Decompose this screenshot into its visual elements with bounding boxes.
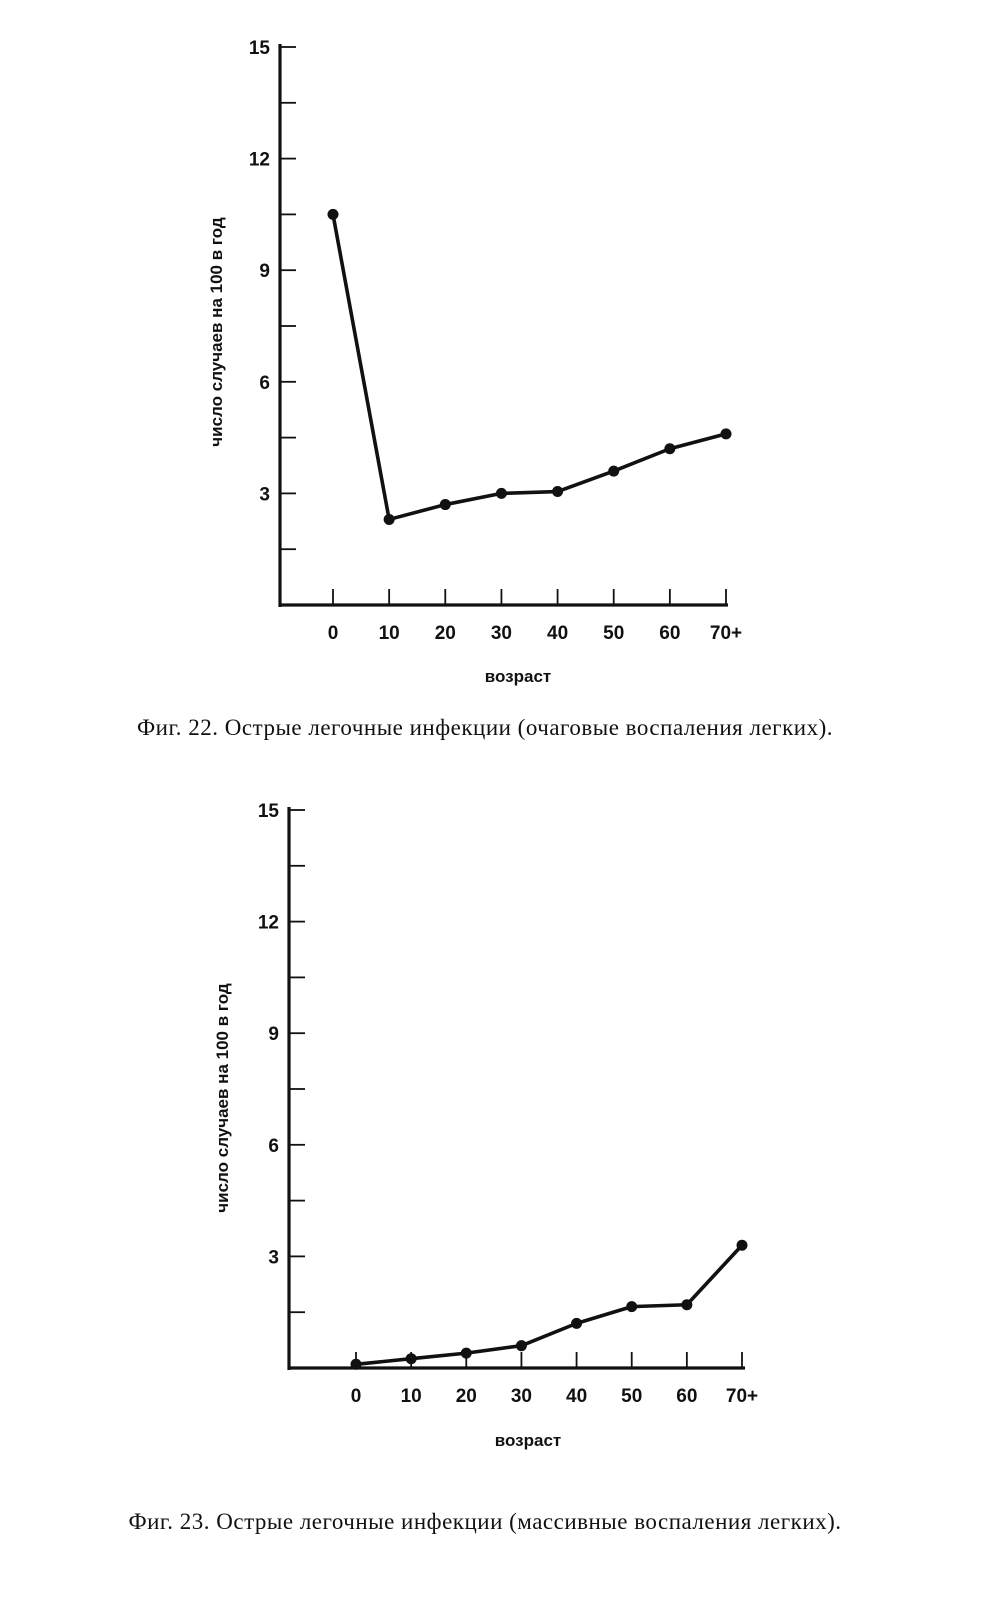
y-tick-label: 15	[249, 38, 271, 59]
y-axis-title: число случаев на 100 в год	[207, 217, 226, 447]
x-tick-label: 40	[547, 623, 568, 644]
data-point	[720, 428, 732, 440]
y-tick-label: 6	[259, 373, 270, 394]
y-tick-label: 3	[259, 484, 270, 505]
data-point	[495, 487, 507, 499]
x-tick-label: 0	[351, 1386, 362, 1407]
x-tick-label: 20	[435, 623, 456, 644]
figure-caption-22: Фиг. 22. Острые легочные инфекции (очаго…	[136, 715, 834, 740]
x-tick-label: 60	[676, 1386, 697, 1407]
x-tick-label: 10	[401, 1386, 422, 1407]
y-tick-label: 12	[249, 150, 270, 171]
x-tick-label: 40	[566, 1386, 587, 1407]
data-point	[608, 465, 620, 477]
y-tick-label: 12	[258, 913, 279, 934]
x-tick-label: 50	[621, 1386, 642, 1407]
y-tick-label: 3	[268, 1247, 279, 1268]
series-line	[355, 1244, 744, 1367]
y-tick-label: 15	[258, 801, 280, 822]
y-tick-label: 9	[259, 261, 270, 282]
data-point	[736, 1239, 748, 1251]
y-axis-title: число случаев на 100 в год	[213, 983, 232, 1213]
x-tick-label: 30	[491, 623, 512, 644]
data-point	[350, 1358, 362, 1370]
data-point	[681, 1299, 693, 1311]
data-point	[571, 1317, 583, 1329]
x-tick-label: 10	[379, 623, 400, 644]
x-tick-label: 0	[328, 623, 339, 644]
data-point	[405, 1353, 417, 1365]
data-point	[515, 1340, 527, 1352]
data-point	[664, 443, 676, 455]
figure-caption-23: Фиг. 23. Острые легочные инфекции (масси…	[128, 1509, 842, 1534]
data-point	[327, 208, 339, 220]
data-point	[439, 499, 451, 511]
x-tick-label: 70+	[726, 1386, 758, 1407]
x-axis-title: возраст	[495, 1431, 561, 1450]
x-tick-label: 60	[659, 623, 680, 644]
x-axis-title: возраст	[485, 667, 551, 686]
chart-fig22: 3 6 9 12 15 0 10 20 30 40 50 60 70+ возраст число случ…	[207, 38, 742, 686]
series-line	[331, 214, 727, 522]
data-point	[626, 1301, 638, 1313]
y-tick-label: 9	[268, 1024, 279, 1045]
x-tick-label: 70+	[710, 623, 742, 644]
data-point	[460, 1347, 472, 1359]
x-tick-label: 50	[603, 623, 624, 644]
chart-fig23: 3 6 9 12 15 0 10 20 30 40 50 60 70+ возраст число случ…	[213, 801, 758, 1450]
x-tick-label: 20	[456, 1386, 477, 1407]
data-point	[552, 486, 564, 498]
x-tick-label: 30	[511, 1386, 532, 1407]
y-tick-label: 6	[268, 1136, 279, 1157]
data-point	[383, 513, 395, 525]
